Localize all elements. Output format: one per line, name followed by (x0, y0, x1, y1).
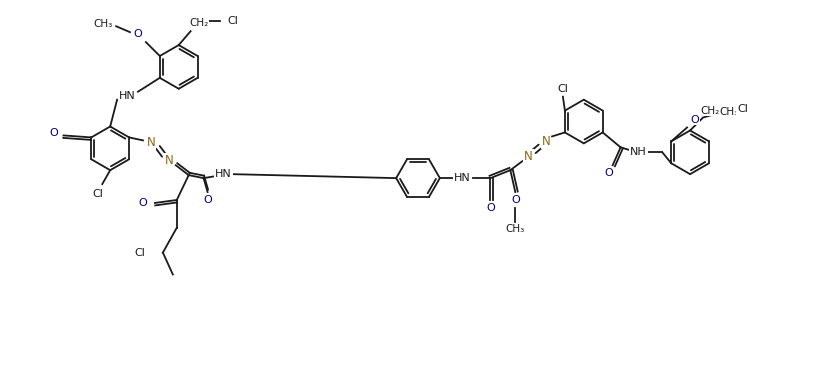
Text: N: N (523, 150, 532, 163)
Text: CH₂: CH₂ (700, 106, 719, 116)
Text: O: O (49, 129, 58, 138)
Text: O: O (510, 195, 519, 205)
Text: O: O (690, 115, 699, 125)
Text: N: N (164, 154, 173, 167)
Text: N: N (146, 136, 155, 149)
Text: CH₃: CH₃ (94, 19, 113, 29)
Text: CH₂: CH₂ (189, 18, 208, 28)
Text: CH₃: CH₃ (505, 224, 524, 234)
Text: O: O (138, 198, 147, 208)
Text: O: O (486, 203, 494, 213)
Text: CH₃: CH₃ (718, 107, 737, 117)
Text: Cl: Cl (737, 104, 747, 114)
Text: HN: HN (215, 169, 232, 179)
Text: N: N (541, 135, 550, 148)
Text: NH: NH (630, 147, 646, 157)
Text: Cl: Cl (134, 248, 145, 258)
Text: Cl: Cl (227, 16, 237, 26)
Text: Cl: Cl (93, 189, 104, 199)
Text: HN: HN (454, 173, 471, 183)
Text: O: O (604, 168, 612, 178)
Text: HN: HN (119, 91, 135, 101)
Text: Cl: Cl (557, 84, 568, 94)
Text: O: O (134, 29, 142, 39)
Text: O: O (203, 195, 212, 205)
